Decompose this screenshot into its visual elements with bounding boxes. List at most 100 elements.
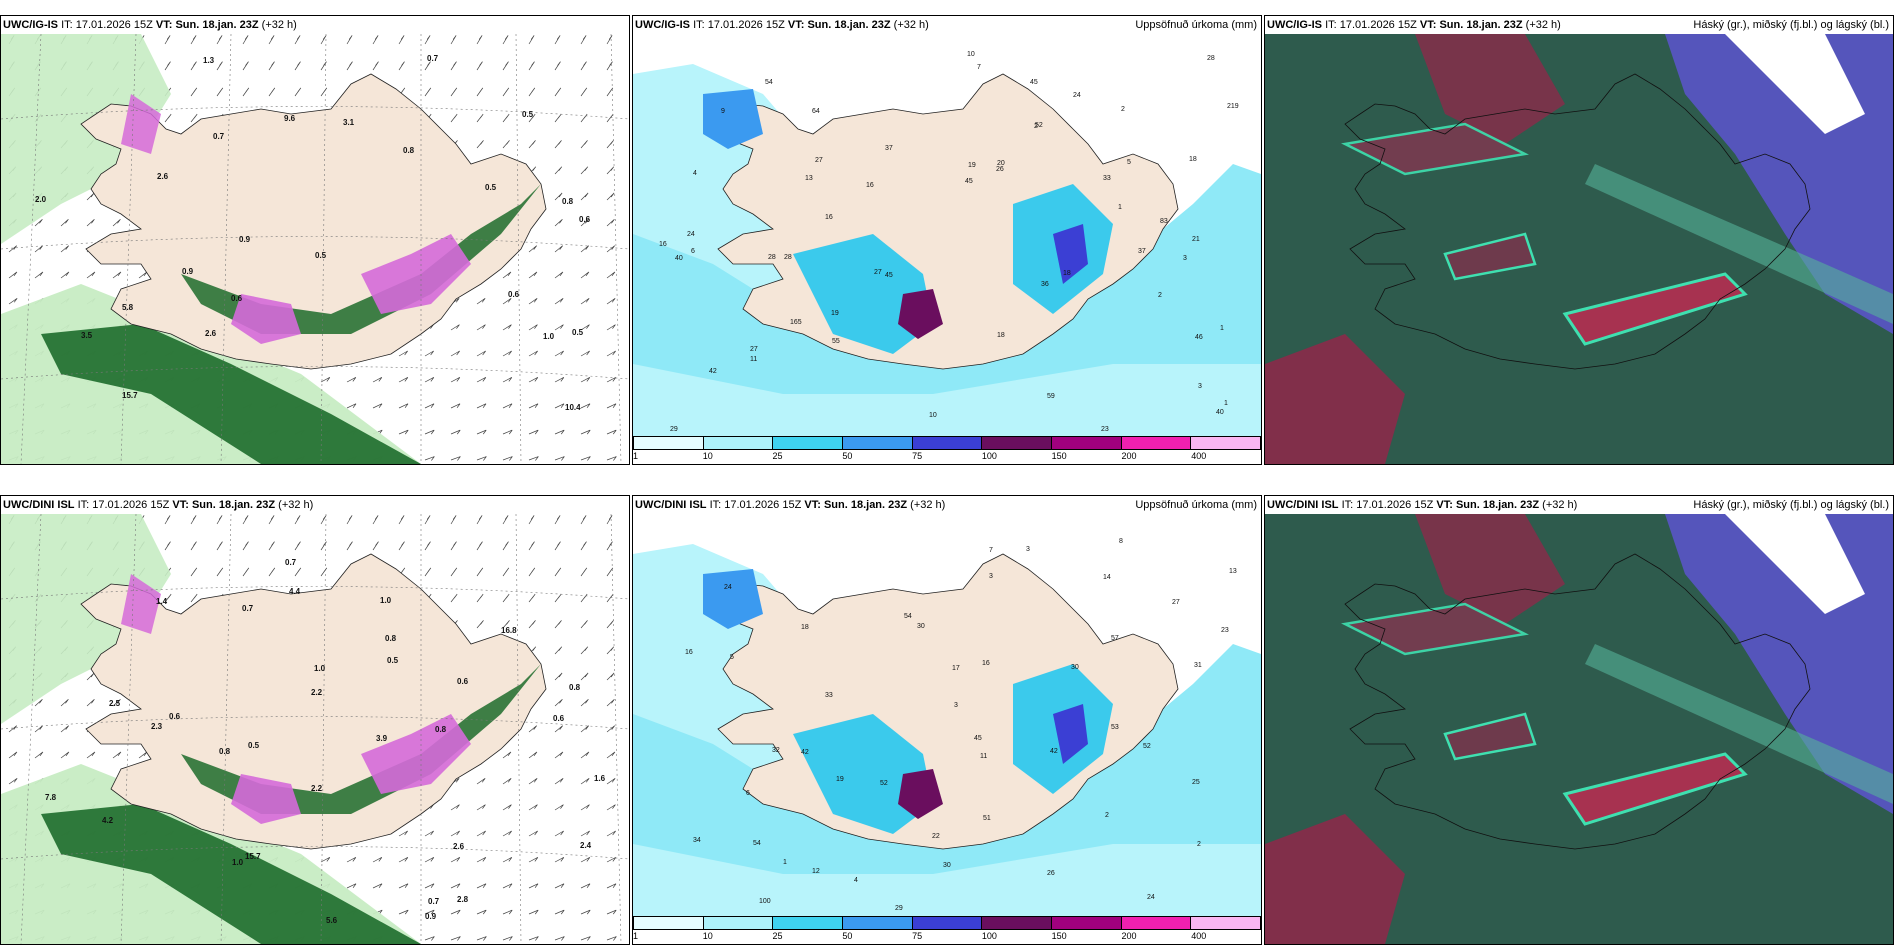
value-label: 27	[874, 269, 882, 276]
value-label: 165	[790, 319, 802, 326]
colorbar-swatch	[843, 916, 913, 930]
value-label: 0.8	[435, 725, 447, 734]
colorbar-swatch	[1121, 916, 1192, 930]
value-label: 16	[825, 214, 833, 221]
value-label: 1	[783, 859, 787, 866]
value-label: 2.6	[157, 172, 169, 181]
value-label: 100	[759, 898, 771, 905]
value-label: 4.2	[102, 816, 114, 825]
iceland-outline	[1344, 553, 1811, 850]
map-canvas: 2 16 36 45 42 19 18 20 16 19 54 13 16 28 33 40 29 27 24 46 2…	[633, 34, 1261, 464]
value-label: 36	[1041, 281, 1049, 288]
value-label: 16	[659, 241, 667, 248]
value-label: 5	[730, 654, 734, 661]
value-label: 10.4	[565, 403, 581, 412]
colorbar-tick: 150	[1051, 931, 1067, 941]
colorbar-tick: 75	[912, 451, 923, 461]
value-label: 32	[772, 747, 780, 754]
value-label: 4.4	[289, 587, 301, 596]
snow-band-coast	[181, 184, 541, 334]
colorbar-tick: 100	[981, 931, 997, 941]
snow-band-coast	[181, 664, 541, 814]
graticule	[1, 34, 629, 464]
colorbar-tick: 10	[702, 451, 713, 461]
value-label: 29	[670, 426, 678, 433]
value-label: 31	[1194, 662, 1202, 669]
colorbar-swatch	[633, 916, 704, 930]
snow-band-dark	[41, 804, 421, 944]
value-label: 18	[997, 332, 1005, 339]
value-label: 33	[825, 692, 833, 699]
value-label: 3	[954, 702, 958, 709]
value-label: 0.5	[522, 110, 534, 119]
value-label: 2	[1158, 292, 1162, 299]
value-label: 13	[805, 175, 813, 182]
cloud-mid-band-north	[1341, 122, 1529, 176]
colorbar-swatch	[633, 436, 704, 450]
precip-max-east	[1053, 224, 1088, 284]
it-value: 17.01.2026 15Z	[75, 19, 153, 31]
colorbar-tick: 200	[1121, 931, 1137, 941]
lead-time: (+32 h)	[278, 499, 314, 511]
cloud-mid-band-north	[1341, 602, 1529, 656]
value-label: 3.5	[81, 331, 93, 340]
value-label: 2.0	[35, 195, 47, 204]
vt-label: VT:	[804, 499, 821, 511]
snow-band-dark	[41, 324, 421, 464]
panel-header: UWC/DINI ISL IT: 17.01.2026 15Z VT: Sun.…	[635, 499, 945, 511]
model-name: UWC/IG-IS	[1267, 19, 1322, 31]
panel-header: UWC/DINI ISL IT: 17.01.2026 15Z VT: Sun.…	[1267, 499, 1577, 511]
cloud-mid-band-west	[1443, 232, 1537, 281]
value-label: 0.7	[428, 897, 440, 906]
map-canvas	[1265, 514, 1893, 944]
value-label: 53	[1111, 724, 1119, 731]
value-label: 0.8	[562, 197, 574, 206]
it-value: 17.01.2026 15Z	[724, 499, 802, 511]
cloud-mid-band-south	[1562, 752, 1748, 826]
model-name: UWC/IG-IS	[635, 19, 690, 31]
value-label: 14	[1103, 574, 1111, 581]
value-label: 0.8	[403, 146, 415, 155]
colorbar-swatch	[843, 436, 913, 450]
it-label: IT:	[1341, 499, 1354, 511]
value-label: 24	[724, 584, 732, 591]
snow-shading-west	[1, 34, 171, 244]
vt-label: VT:	[1419, 19, 1437, 31]
value-label: 6	[746, 790, 750, 797]
value-label: 16	[982, 660, 990, 667]
value-label: 23	[1101, 426, 1109, 433]
colorbar-swatch	[982, 916, 1053, 930]
model-name: UWC/IG-IS	[3, 19, 58, 31]
value-label: 0.5	[315, 251, 327, 260]
colorbar-tick: 10	[702, 931, 713, 941]
vt-value: Sun. 18.jan. 23Z	[807, 19, 891, 31]
value-label: 0.5	[572, 328, 584, 337]
map-panel-bottom-middle: UWC/DINI ISL IT: 17.01.2026 15Z VT: Sun.…	[632, 495, 1262, 945]
value-label: 42	[1050, 748, 1058, 755]
it-label: IT:	[61, 19, 73, 31]
value-label: 3	[989, 573, 993, 580]
map-canvas: 1.0 1.0 0.6 0.8 0.8 0.8 0.8 0.5 2.2 2.6 1.6 3.9 0.5 4…	[1, 514, 629, 944]
value-label: 40	[675, 255, 683, 262]
field-title: Uppsöfnuð úrkoma (mm)	[1135, 499, 1257, 511]
map-panel-top-left: UWC/IG-IS IT: 17.01.2026 15Z VT: Sun. 18…	[0, 15, 630, 465]
precip-max-east	[1053, 704, 1088, 764]
value-label: 33	[1103, 175, 1111, 182]
value-label: 0.8	[219, 747, 231, 756]
it-label: IT:	[77, 499, 90, 511]
value-label: 46	[1195, 334, 1203, 341]
clear-sky-area	[1725, 34, 1865, 134]
value-label: 0.7	[285, 558, 297, 567]
value-label: 3.1	[343, 118, 355, 127]
cloud-mid-north	[1415, 514, 1565, 624]
map-canvas: 0.7 0.8 0.8 0.6 0.9 0.5 0.6 0.7 1.0 0.5 2.6 0.6 0.5 2…	[1, 34, 629, 464]
clear-sky-area	[1725, 514, 1865, 614]
snow-heavy-westfjords	[121, 574, 161, 634]
value-label: 37	[1138, 248, 1146, 255]
value-label: 0.8	[569, 683, 581, 692]
value-label: 45	[1030, 79, 1038, 86]
value-label: 3	[1026, 546, 1030, 553]
value-label: 219	[1227, 103, 1239, 110]
graticule	[1, 514, 629, 944]
cloud-front-band	[1585, 164, 1893, 324]
